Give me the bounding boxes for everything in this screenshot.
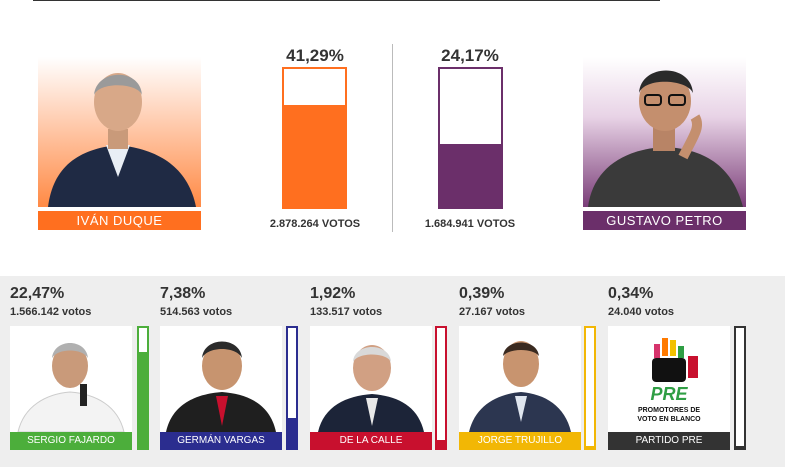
petro-votes: 1.684.941 VOTOS	[424, 218, 516, 230]
pre-logo-letters: PRE	[650, 384, 688, 404]
pre-vote-bar	[734, 326, 746, 450]
trujillo-vote-bar-fill	[586, 445, 594, 448]
petro-photo	[583, 57, 746, 207]
fajardo-percent: 22,47%	[10, 285, 65, 302]
trujillo-percent: 0,39%	[459, 285, 505, 302]
person-silhouette-icon	[48, 73, 196, 207]
pre-logo-card: PRE PROMOTORES DE VOTO EN BLANCO PARTIDO…	[608, 326, 730, 450]
duque-votes: 2.878.264 VOTOS	[269, 218, 361, 230]
vargas-name-bar: GERMÁN VARGAS	[160, 432, 282, 450]
vargas-percent: 7,38%	[160, 285, 206, 302]
delacalle-photo: DE LA CALLE	[310, 326, 432, 450]
fajardo-vote-bar-fill	[139, 352, 147, 448]
fajardo-votes: 1.566.142 votos	[10, 306, 92, 318]
vargas-vote-bar	[286, 326, 298, 450]
fajardo-photo: SERGIO FAJARDO	[10, 326, 132, 450]
person-silhouette-icon	[318, 345, 424, 432]
pre-name-bar: PARTIDO PRE	[608, 432, 730, 450]
person-silhouette-icon	[469, 341, 571, 432]
delacalle-vote-bar-fill	[437, 439, 445, 448]
delacalle-votes: 133.517 votos	[310, 306, 383, 318]
duque-photo	[38, 57, 201, 207]
trujillo-photo: JORGE TRUJILLO	[459, 326, 581, 450]
top-rule	[33, 0, 660, 1]
duque-name-bar: IVÁN DUQUE	[38, 211, 201, 230]
trujillo-vote-bar	[584, 326, 596, 450]
petro-name-bar: GUSTAVO PETRO	[583, 211, 746, 230]
pre-percent: 0,34%	[608, 285, 654, 302]
center-divider	[392, 44, 393, 232]
pre-votes: 24.040 votos	[608, 306, 675, 318]
vargas-votes: 514.563 votos	[160, 306, 233, 318]
person-silhouette-icon	[166, 341, 276, 432]
delacalle-name-bar: DE LA CALLE	[310, 432, 432, 450]
trujillo-votes: 27.167 votos	[459, 306, 526, 318]
person-silhouette-icon	[17, 343, 125, 433]
delacalle-vote-bar	[435, 326, 447, 450]
duque-vote-bar	[282, 67, 347, 209]
fajardo-name-bar: SERGIO FAJARDO	[10, 432, 132, 450]
vargas-vote-bar-fill	[288, 418, 296, 448]
pre-logo-caption: PROMOTORES DE VOTO EN BLANCO	[637, 407, 701, 423]
person-silhouette-icon	[588, 70, 743, 207]
trujillo-name-bar: JORGE TRUJILLO	[459, 432, 581, 450]
duque-percent: 41,29%	[286, 46, 344, 65]
pre-logo-icon	[652, 338, 698, 382]
fajardo-vote-bar	[137, 326, 149, 450]
petro-percent: 24,17%	[441, 46, 499, 65]
vargas-photo: GERMÁN VARGAS	[160, 326, 282, 450]
duque-vote-bar-fill	[284, 104, 345, 207]
petro-vote-bar	[438, 67, 503, 209]
delacalle-percent: 1,92%	[310, 285, 356, 302]
pre-vote-bar-fill	[736, 445, 744, 448]
petro-vote-bar-fill	[440, 143, 501, 207]
